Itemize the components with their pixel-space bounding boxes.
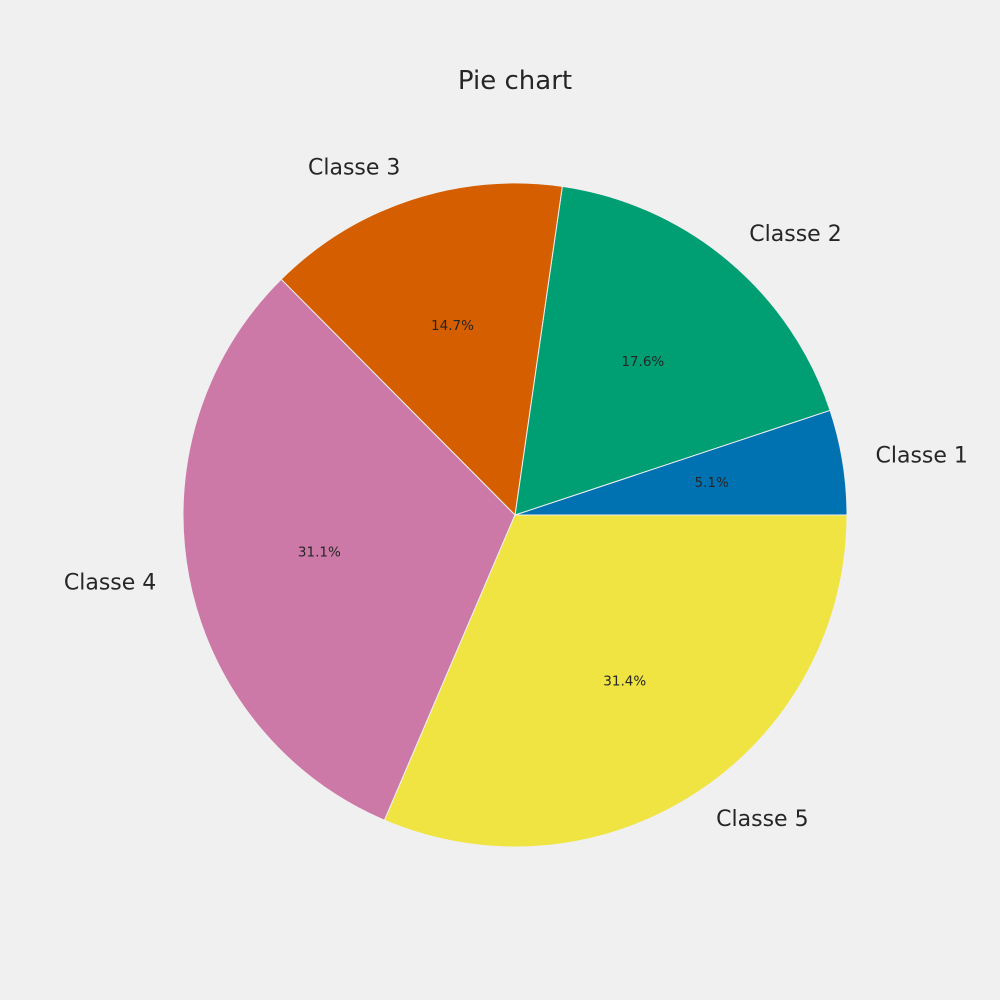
slice-label-4: Classe 4	[64, 571, 156, 596]
pie-slice-3	[280, 182, 563, 517]
slice-percent-1: 5.1%	[694, 475, 728, 491]
chart-title: Pie chart	[457, 66, 573, 96]
slice-percent-3: 14.7%	[431, 318, 474, 334]
pie-slice-5	[383, 514, 848, 848]
slice-percent-5: 31.4%	[603, 673, 646, 689]
slice-label-1: Classe 1	[876, 444, 968, 469]
pie-slice-2	[514, 185, 831, 516]
slice-percent-4: 31.1%	[298, 544, 341, 560]
slice-percent-2: 17.6%	[621, 354, 664, 370]
pie-slices	[182, 182, 848, 848]
slice-label-3: Classe 3	[308, 155, 400, 180]
pie-slice-4	[182, 278, 516, 821]
pie-labels: Classe 1 5.1% Classe 2 17.6% Classe 3 14.7% Cl…	[64, 155, 968, 832]
slice-label-2: Classe 2	[749, 222, 841, 247]
slice-label-5: Classe 5	[716, 807, 808, 832]
